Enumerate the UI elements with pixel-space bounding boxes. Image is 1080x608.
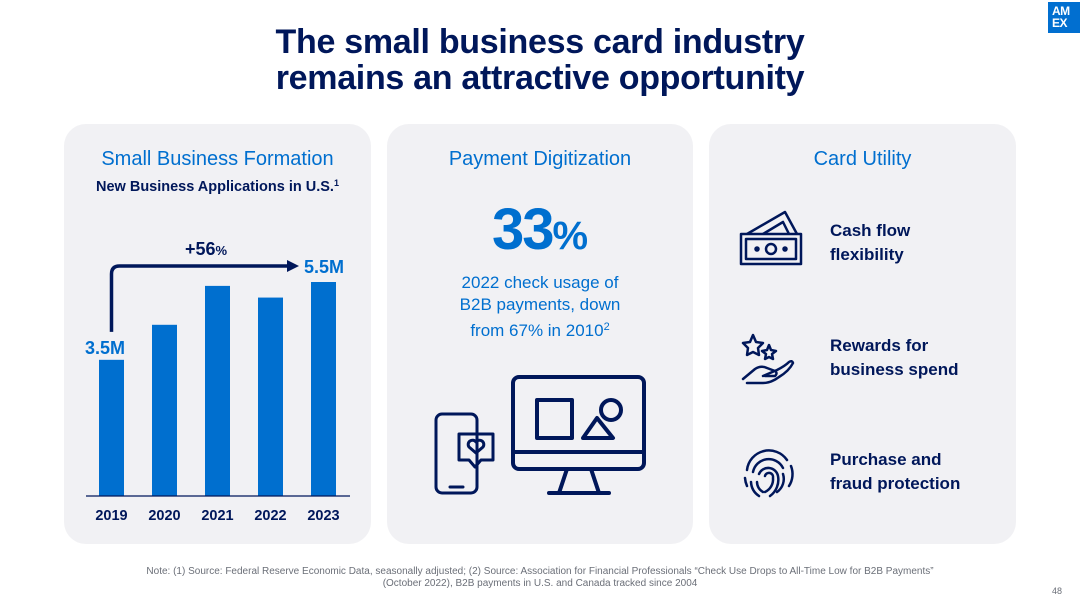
growth-label: +56% bbox=[185, 239, 228, 259]
business-applications-bar-chart: 2019 2020 2021 2022 2023 3.5M 5.5M +56% bbox=[85, 239, 350, 524]
end-value-label: 5.5M bbox=[304, 257, 344, 277]
page-title-line2: remains an attractive opportunity bbox=[275, 59, 805, 97]
stat-desc-line3: from 67% in 20102 bbox=[417, 316, 663, 342]
start-value-label: 3.5M bbox=[85, 338, 125, 358]
cash-icon bbox=[739, 210, 803, 266]
check-usage-stat: 33% bbox=[387, 196, 693, 263]
stat-desc-line1: 2022 check usage of bbox=[461, 273, 619, 292]
utility-item-protection: Purchase and fraud protection bbox=[830, 448, 1000, 496]
stat-number: 33 bbox=[491, 197, 554, 262]
growth-arrow-line bbox=[109, 264, 289, 332]
source-note: Note: (1) Source: Federal Reserve Econom… bbox=[90, 566, 990, 590]
monitor-icon bbox=[511, 375, 646, 495]
bar-2023 bbox=[311, 282, 336, 496]
stat-desc-footnote: 2 bbox=[603, 321, 610, 333]
bar-2020 bbox=[152, 324, 177, 496]
check-usage-description: 2022 check usage of B2B payments, down f… bbox=[417, 272, 663, 342]
source-note-line1: Note: (1) Source: Federal Reserve Econom… bbox=[146, 566, 934, 577]
cash-flow-line1: Cash flow bbox=[830, 221, 911, 240]
digitization-panel-title: Payment Digitization bbox=[448, 148, 632, 170]
card-utility-panel: Card Utility Cash flow flexibility Rewar… bbox=[709, 124, 1016, 544]
utility-item-rewards: Rewards for business spend bbox=[830, 334, 1000, 382]
small-business-formation-panel: Small Business Formation New Business Ap… bbox=[64, 124, 371, 544]
logo-line2: EX bbox=[1052, 16, 1068, 30]
formation-subtitle-footnote: 1 bbox=[333, 178, 339, 188]
utility-item-cash-flow: Cash flow flexibility bbox=[830, 219, 1000, 267]
bar-2021 bbox=[205, 285, 230, 496]
rewards-line2: business spend bbox=[830, 360, 959, 379]
cash-flow-line2: flexibility bbox=[830, 245, 904, 264]
page-title: The small business card industry remains… bbox=[0, 24, 1080, 96]
protection-line2: fraud protection bbox=[830, 474, 961, 493]
growth-unit: % bbox=[215, 243, 227, 258]
bar-2022 bbox=[258, 297, 283, 496]
x-tick-2019: 2019 bbox=[95, 508, 127, 524]
growth-number: +56 bbox=[185, 239, 216, 259]
devices-illustration bbox=[434, 375, 646, 495]
x-tick-2020: 2020 bbox=[148, 508, 180, 524]
x-tick-2022: 2022 bbox=[254, 508, 286, 524]
fingerprint-icon bbox=[743, 449, 794, 498]
formation-panel-title: Small Business Formation bbox=[101, 148, 334, 170]
formation-chart-subtitle: New Business Applications in U.S.1 bbox=[64, 178, 371, 195]
formation-subtitle-text: New Business Applications in U.S. bbox=[96, 179, 334, 195]
payment-digitization-panel: Payment Digitization 33% 2022 check usag… bbox=[387, 124, 693, 544]
utility-panel-title: Card Utility bbox=[813, 148, 912, 170]
x-tick-2023: 2023 bbox=[307, 508, 339, 524]
x-tick-2021: 2021 bbox=[201, 508, 233, 524]
logo-line1: AM bbox=[1052, 4, 1070, 18]
bar-2019 bbox=[99, 359, 124, 496]
page-title-line1: The small business card industry bbox=[275, 23, 805, 61]
page-number: 48 bbox=[1052, 586, 1063, 596]
rewards-line1: Rewards for bbox=[830, 336, 929, 355]
source-note-line2: (October 2022), B2B payments in U.S. and… bbox=[382, 578, 698, 589]
protection-line1: Purchase and bbox=[830, 450, 942, 469]
stat-desc-line2: B2B payments, down bbox=[459, 295, 621, 314]
growth-arrow-head bbox=[287, 260, 299, 272]
stat-desc-line3-text: from 67% in 2010 bbox=[470, 321, 604, 340]
stat-unit: % bbox=[552, 214, 589, 258]
rewards-icon bbox=[741, 333, 795, 385]
phone-icon bbox=[434, 412, 495, 495]
amex-logo: AM EX bbox=[1048, 2, 1080, 33]
